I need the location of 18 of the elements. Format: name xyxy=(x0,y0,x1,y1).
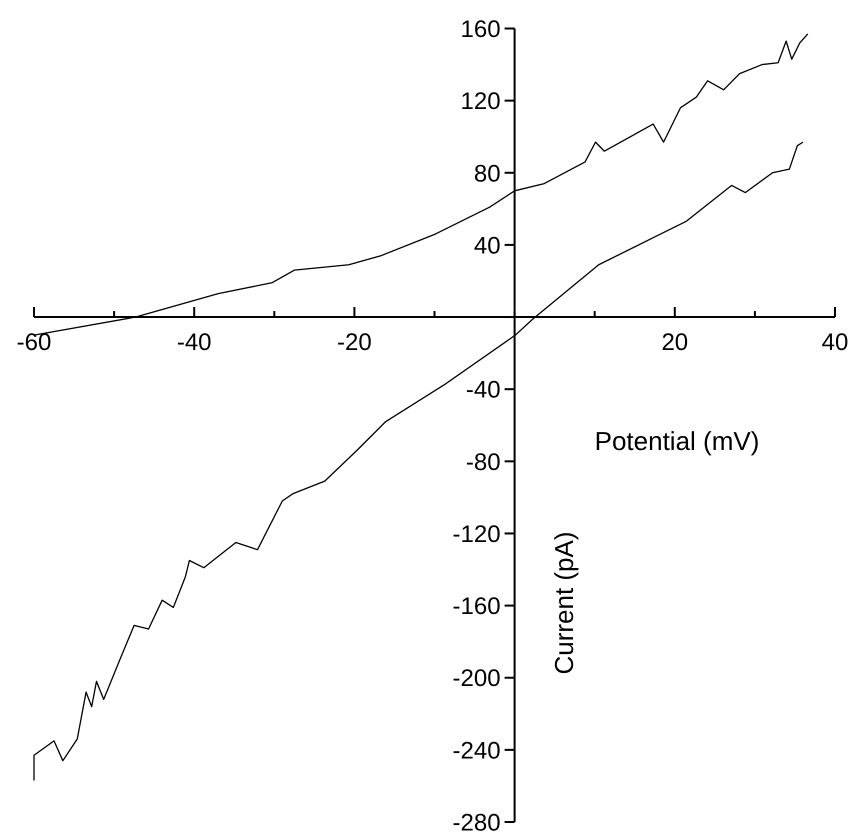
y-tick-label: 80 xyxy=(474,160,501,188)
y-tick-label: -40 xyxy=(466,376,501,404)
x-tick-label: 40 xyxy=(822,329,848,356)
y-tick-label: -280 xyxy=(452,810,501,836)
y-tick-label: -200 xyxy=(452,665,501,692)
y-tick-label: -120 xyxy=(452,520,501,548)
y-tick-label: -240 xyxy=(452,737,501,764)
y-tick-label: -160 xyxy=(452,593,501,620)
y-tick-label: -80 xyxy=(466,448,501,476)
y-tick-label: 40 xyxy=(474,232,501,260)
x-tick-label: -20 xyxy=(337,329,372,356)
x-tick-label: -60 xyxy=(16,329,52,356)
x-tick-label: 20 xyxy=(661,329,688,356)
x-tick-label: -40 xyxy=(176,329,212,356)
y-axis-title: Current (pA) xyxy=(549,531,579,675)
x-axis-title: Potential (mV) xyxy=(594,426,760,456)
y-tick-label: 120 xyxy=(460,88,501,116)
y-tick-label: 160 xyxy=(460,16,501,43)
